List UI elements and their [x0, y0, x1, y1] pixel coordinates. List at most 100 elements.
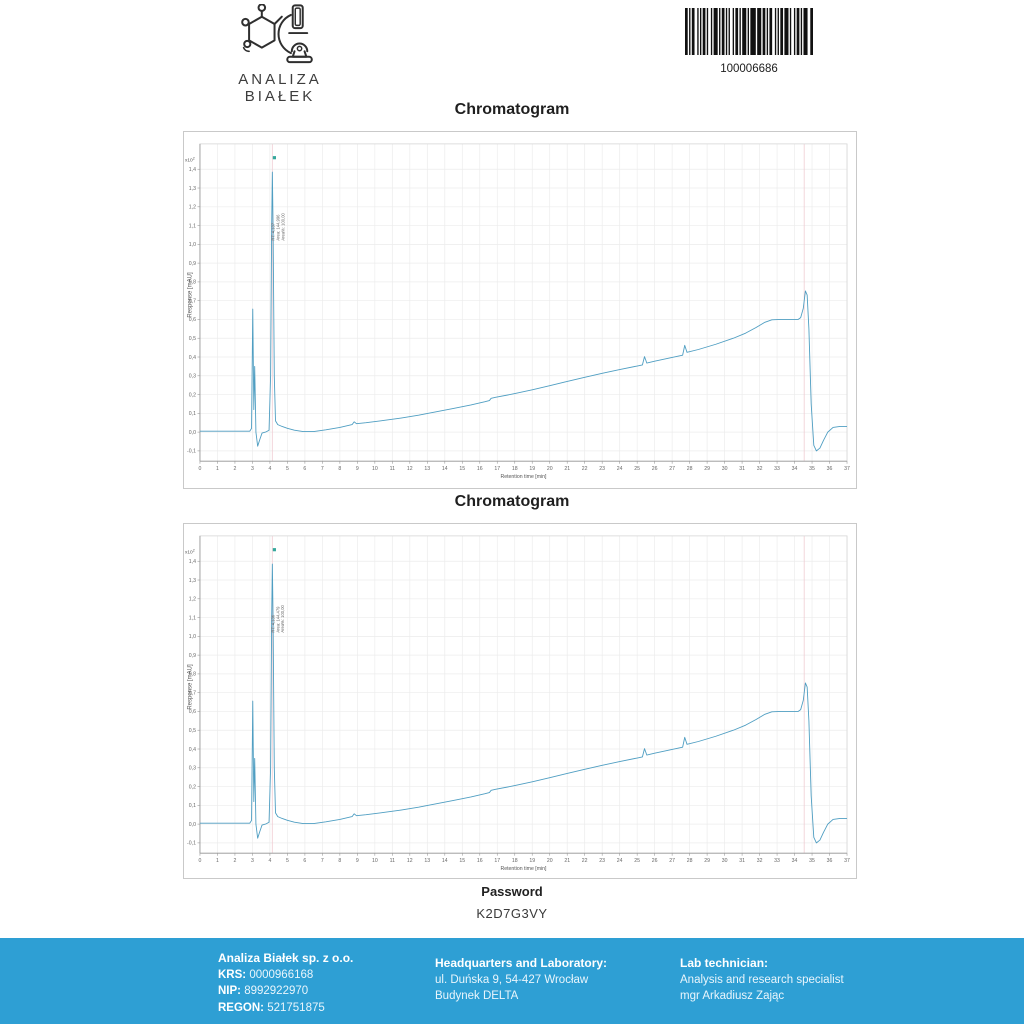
svg-text:1,0: 1,0 — [189, 242, 196, 248]
svg-text:14: 14 — [442, 466, 448, 472]
chart1: Response [mAU] 1,4 1,3 1,2 1,1 1,0 0,9 0,8 0,7 0… — [183, 131, 857, 489]
svg-text:0,0: 0,0 — [189, 822, 196, 828]
svg-text:36: 36 — [827, 858, 833, 864]
svg-text:26: 26 — [652, 466, 658, 472]
svg-text:33: 33 — [774, 466, 780, 472]
svg-text:0,7: 0,7 — [189, 690, 196, 696]
svg-text:1,1: 1,1 — [189, 615, 196, 621]
footer-company-name: Analiza Białek sp. z o.o. — [218, 951, 354, 965]
peak-flag — [272, 548, 276, 552]
svg-text:7: 7 — [321, 466, 324, 472]
svg-text:1,2: 1,2 — [189, 205, 196, 211]
chart1-plot: 1,4 1,3 1,2 1,1 1,0 0,9 0,8 0,7 0,6 0,5 0,4 0,3 0,2 0… — [185, 143, 850, 480]
svg-text:0,4: 0,4 — [189, 747, 196, 753]
svg-text:0,6: 0,6 — [189, 709, 196, 715]
svg-text:1,4: 1,4 — [189, 559, 196, 565]
svg-text:37: 37 — [844, 858, 850, 864]
svg-text:0: 0 — [199, 858, 202, 864]
svg-text:10: 10 — [372, 466, 378, 472]
svg-text:1,3: 1,3 — [189, 186, 196, 192]
svg-text:31: 31 — [739, 858, 745, 864]
chart1-title: Chromatogram — [454, 101, 570, 118]
svg-text:32: 32 — [757, 466, 763, 472]
chart2: Response [mAU] 1,4 1,3 1,2 1,1 1,0 0,9 0,8 0,7 0… — [183, 523, 857, 879]
svg-text:9: 9 — [356, 466, 359, 472]
svg-text:15: 15 — [459, 466, 465, 472]
svg-text:0,8: 0,8 — [189, 672, 196, 678]
svg-text:16: 16 — [477, 466, 483, 472]
svg-text:17: 17 — [494, 858, 500, 864]
svg-text:24: 24 — [617, 466, 623, 472]
svg-text:1: 1 — [216, 466, 219, 472]
svg-text:0,4: 0,4 — [189, 355, 196, 361]
svg-text:21: 21 — [564, 466, 570, 472]
svg-text:13: 13 — [424, 466, 430, 472]
svg-text:12: 12 — [407, 858, 413, 864]
footer-hq-building: Budynek DELTA — [435, 990, 519, 1003]
svg-text:5: 5 — [286, 858, 289, 864]
svg-text:16: 16 — [477, 858, 483, 864]
peak-annotation-line: Area%: 100,00 — [280, 604, 285, 632]
svg-text:0,2: 0,2 — [189, 392, 196, 398]
footer-krs-value: 0000966168 — [249, 969, 314, 982]
svg-text:-0,1: -0,1 — [187, 449, 196, 455]
svg-text:20: 20 — [547, 858, 553, 864]
svg-text:4: 4 — [268, 466, 271, 472]
footer-headquarters: Headquarters and Laboratory: ul. Duńska … — [435, 955, 607, 1005]
chromatogram-trace — [199, 171, 848, 452]
svg-text:23: 23 — [599, 858, 605, 864]
password-label: Password — [481, 884, 543, 899]
svg-text:30: 30 — [722, 858, 728, 864]
svg-text:8: 8 — [338, 858, 341, 864]
svg-text:18: 18 — [512, 466, 518, 472]
svg-text:18: 18 — [512, 858, 518, 864]
svg-text:1,4: 1,4 — [189, 167, 196, 173]
svg-text:3: 3 — [251, 466, 254, 472]
footer-nip: NIP: 8992922970 — [218, 983, 353, 999]
footer-nip-value: 8992922970 — [244, 985, 309, 998]
svg-text:14: 14 — [442, 858, 448, 864]
svg-text:27: 27 — [669, 466, 675, 472]
chart1-ylabel: Response [mAU] — [187, 272, 194, 318]
footer-regon: REGON: 521751875 — [218, 1000, 353, 1016]
peak-annotation-line: RT: 4,136 — [270, 614, 275, 632]
svg-text:22: 22 — [582, 858, 588, 864]
svg-text:32: 32 — [757, 858, 763, 864]
peak-annotation-line: Area: 144,996 — [275, 214, 280, 241]
svg-text:4: 4 — [268, 858, 271, 864]
svg-text:29: 29 — [704, 858, 710, 864]
footer-krs: KRS: 0000966168 — [218, 967, 353, 983]
footer-krs-label: KRS: — [218, 969, 247, 982]
svg-text:35: 35 — [809, 466, 815, 472]
svg-text:0,7: 0,7 — [189, 298, 196, 304]
svg-text:29: 29 — [704, 466, 710, 472]
svg-text:27: 27 — [669, 858, 675, 864]
company-logo: ANALIZA BIAŁEK — [205, 4, 355, 105]
svg-text:8: 8 — [338, 466, 341, 472]
svg-text:1,2: 1,2 — [189, 597, 196, 603]
footer-regon-label: REGON: — [218, 1001, 264, 1014]
svg-text:0,1: 0,1 — [189, 803, 196, 809]
svg-text:2: 2 — [233, 858, 236, 864]
password-block: Password K2D7G3VY — [0, 884, 1024, 921]
svg-text:11: 11 — [390, 858, 395, 864]
svg-text:6: 6 — [303, 858, 306, 864]
company-logo-text: ANALIZA BIAŁEK — [238, 71, 322, 105]
svg-text:26: 26 — [652, 858, 658, 864]
barcode — [685, 8, 813, 55]
footer-hq-address: ul. Duńska 9, 54-427 Wrocław — [435, 974, 589, 987]
svg-text:6: 6 — [303, 466, 306, 472]
svg-text:25: 25 — [634, 858, 640, 864]
svg-text:7: 7 — [321, 858, 324, 864]
footer-tech-role: Analysis and research specialist — [680, 974, 844, 987]
footer-company-info: Analiza Białek sp. z o.o. KRS: 000096616… — [218, 950, 353, 1016]
svg-text:34: 34 — [792, 466, 798, 472]
svg-text:Retention time [min]: Retention time [min] — [500, 866, 547, 872]
svg-text:28: 28 — [687, 466, 693, 472]
svg-text:Retention time [min]: Retention time [min] — [500, 474, 547, 480]
svg-text:0,0: 0,0 — [189, 430, 196, 436]
peak-annotation-line: Area%: 100,00 — [280, 212, 285, 240]
svg-text:9: 9 — [356, 858, 359, 864]
svg-text:15: 15 — [459, 858, 465, 864]
svg-text:1,0: 1,0 — [189, 634, 196, 640]
